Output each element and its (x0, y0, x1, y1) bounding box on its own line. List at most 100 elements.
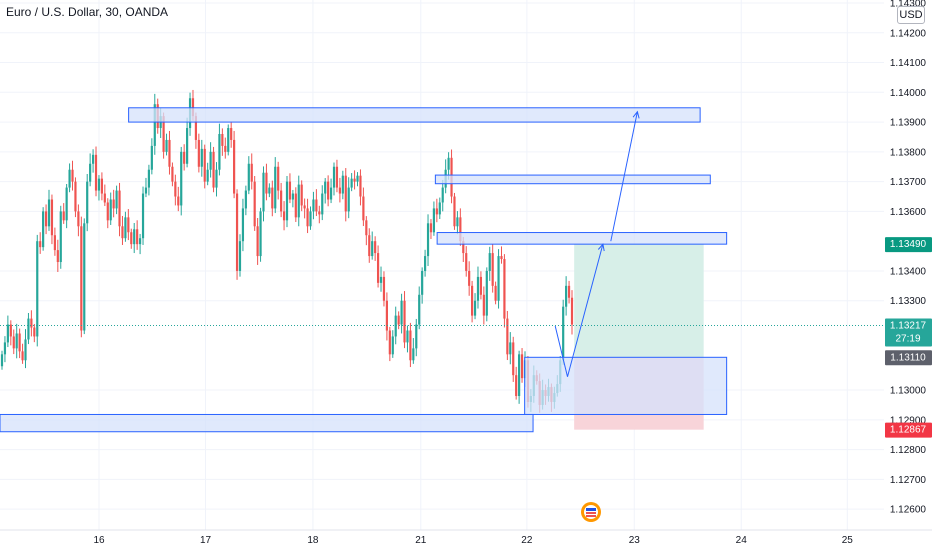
candle-body (400, 300, 403, 325)
candle-body (44, 211, 48, 227)
time-axis-labels: 16 17 18 21 22 23 24 25 (93, 535, 853, 546)
candle-body (133, 229, 136, 245)
candle-body (71, 169, 74, 182)
candle-body (9, 324, 12, 337)
candle-body (206, 169, 209, 182)
candle-body (27, 318, 30, 340)
candle-body (56, 250, 59, 263)
candle-body (453, 196, 456, 227)
rectangle-drawings[interactable] (0, 107, 728, 433)
candle-body (397, 315, 400, 325)
candle-body (570, 297, 574, 325)
candle-body (153, 104, 156, 146)
candle-body (21, 351, 24, 361)
candle-body (365, 220, 368, 236)
candle-body (567, 285, 571, 298)
top-resistance-zone (128, 107, 701, 123)
candle-body (215, 169, 218, 188)
candle-body (274, 166, 277, 209)
time-axis-label: 16 (93, 535, 105, 546)
chart-grid (0, 0, 884, 530)
candle-body (171, 166, 174, 182)
candle-body (432, 208, 436, 233)
candle-body (24, 339, 27, 361)
projection-arrow-2-arrowhead (632, 110, 640, 119)
candle-body (224, 145, 227, 152)
projection-path[interactable] (554, 110, 640, 377)
candle-body (100, 178, 103, 194)
candle-body (385, 300, 388, 331)
candle-body (121, 226, 124, 239)
candle-body (12, 336, 15, 349)
candle-body (306, 208, 309, 227)
price-axis[interactable] (884, 0, 932, 530)
time-axis-label: 25 (842, 535, 854, 546)
candle-body (462, 241, 465, 254)
candle-body (512, 342, 515, 376)
candle-body (347, 187, 350, 212)
candle-body (238, 241, 242, 271)
candle-body (482, 294, 485, 316)
candle-body (300, 184, 303, 206)
candle-body (186, 128, 189, 164)
candle-body (491, 253, 494, 286)
candle-body (191, 98, 195, 117)
candle-body (59, 211, 62, 263)
candle-body (409, 330, 412, 361)
candle-body (62, 211, 65, 221)
candle-body (144, 187, 148, 194)
candle-body (415, 324, 418, 349)
flag-icon-stripe-red (586, 512, 596, 514)
candle-body (438, 202, 441, 215)
time-axis[interactable] (0, 530, 884, 550)
time-axis-label: 21 (415, 535, 427, 546)
candle-body (356, 175, 359, 182)
candle-body (318, 211, 321, 215)
price-tags: 1.13490 1.13217 27:19 1.13110 1.12867 (885, 237, 932, 438)
candle-body (447, 157, 450, 170)
entry-price-tag (885, 350, 932, 366)
price-axis-label: 1.14100 (890, 58, 927, 69)
candle-body (89, 163, 92, 182)
projection-arrow-1-arrowhead (597, 243, 605, 252)
candle-body (282, 211, 286, 221)
candle-body (494, 285, 497, 301)
last-price-tag-text: 1.13217 (890, 320, 927, 331)
candle-body (141, 193, 145, 239)
time-axis-label: 22 (521, 535, 533, 546)
candle-body (471, 285, 474, 316)
candle-body (359, 175, 362, 197)
candle-body (277, 166, 280, 191)
bottom-support-zone (0, 413, 534, 433)
candle-body (0, 354, 4, 367)
stop-price-tag-text: 1.12867 (890, 425, 927, 436)
candle-body (497, 256, 500, 301)
candle-body (168, 139, 171, 167)
candle-body (203, 148, 206, 182)
last-price-tag (885, 318, 932, 347)
candle-body (341, 175, 344, 194)
time-axis-label: 18 (307, 535, 319, 546)
candle-body (235, 193, 239, 271)
candle-body (303, 205, 306, 209)
candle-body (209, 151, 212, 170)
candle-body (118, 190, 121, 227)
candle-body (338, 187, 341, 194)
candle-body (423, 256, 427, 271)
currency-button[interactable]: USD (897, 6, 925, 24)
last-price-tag-text: 27:19 (895, 333, 920, 344)
candle-body (297, 184, 300, 218)
candle-body (83, 223, 86, 331)
price-axis-label: 1.12600 (890, 505, 927, 516)
candle-body (80, 226, 83, 331)
symbol-title[interactable]: Euro / U.S. Dollar, 30, OANDA (6, 5, 169, 19)
candle-body (94, 154, 98, 191)
candle-body (244, 190, 247, 209)
candle-body (86, 181, 89, 224)
candle-body (180, 151, 183, 206)
candle-body (459, 217, 462, 242)
candle-body (403, 300, 406, 343)
events-icon[interactable] (581, 502, 601, 522)
candle-body (456, 217, 459, 227)
